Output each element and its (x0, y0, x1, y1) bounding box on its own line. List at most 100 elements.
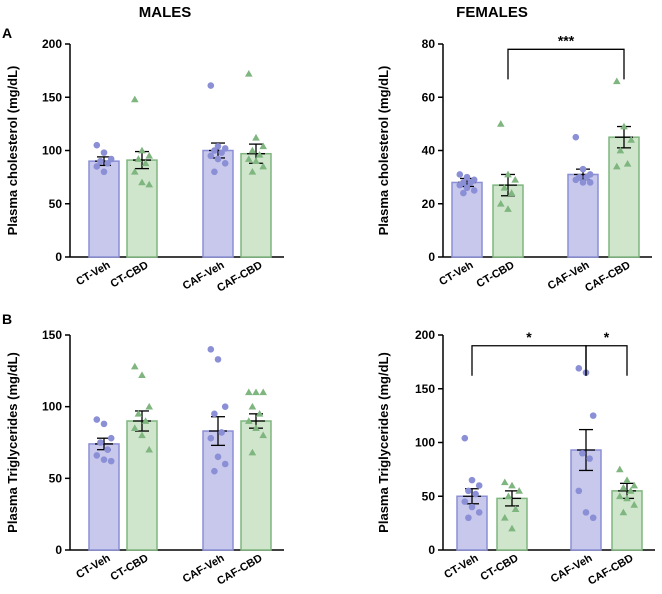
chart-females-cholesterol: 0 20 40 60 80 Plasma cholesterol (mg/dL) CT-Ve… (376, 32, 652, 295)
data-point-CT-CBD (511, 175, 519, 183)
data-point-CT-CBD (504, 492, 513, 500)
bar-CT-CBD (496, 497, 528, 551)
data-point-CT-Veh (472, 490, 479, 498)
data-point-CAF-CBD (252, 388, 260, 396)
data-point-CT-CBD (138, 146, 146, 154)
x-category-label: CT-Veh (74, 259, 113, 288)
bar-CT-Veh (88, 160, 120, 258)
data-point-CAF-Veh (207, 152, 215, 160)
data-point-CT-Veh (465, 487, 472, 495)
data-point-CAF-Veh (575, 365, 583, 372)
significance-bracket (507, 48, 625, 80)
data-point-CT-CBD (500, 183, 509, 191)
bar-CT-Veh (456, 495, 488, 551)
males-heading: MALES (139, 4, 192, 21)
x-category-label: CT-Veh (74, 552, 113, 581)
y-tick-label: 80 (422, 37, 436, 51)
data-point-CT-Veh (104, 446, 111, 453)
data-point-CT-CBD (138, 431, 146, 439)
bar-CAF-CBD (240, 152, 272, 258)
data-point-CAF-CBD (619, 483, 628, 491)
data-point-CT-Veh (475, 482, 483, 489)
data-point-CT-CBD (141, 159, 150, 167)
data-point-CAF-Veh (214, 356, 222, 363)
data-point-CT-Veh (468, 503, 476, 511)
x-category-label: CT-Veh (442, 552, 481, 581)
data-point-CAF-Veh (207, 346, 215, 353)
x-category-label: CT-CBD (475, 259, 517, 290)
data-point-CAF-CBD (623, 476, 631, 483)
bar-CT-CBD (126, 420, 158, 551)
data-point-CT-CBD (131, 95, 139, 103)
data-point-CAF-CBD (259, 388, 267, 396)
data-point-CT-Veh (456, 181, 464, 189)
data-point-CT-Veh (93, 416, 101, 423)
data-point-CT-CBD (508, 481, 516, 489)
data-point-CT-CBD (504, 205, 512, 212)
data-point-CT-Veh (100, 456, 108, 464)
data-point-CT-CBD (134, 155, 143, 162)
y-tick-label: 20 (422, 197, 436, 211)
y-tick-label: 100 (42, 144, 62, 158)
data-point-CAF-CBD (626, 487, 635, 494)
data-point-CAF-CBD (255, 410, 264, 417)
data-point-CT-CBD (145, 152, 153, 159)
data-point-CT-Veh (100, 149, 108, 156)
y-tick-label: 40 (422, 144, 436, 158)
data-point-CT-CBD (507, 189, 516, 196)
data-point-CAF-CBD (248, 146, 257, 154)
y-tick-label: 200 (42, 37, 62, 51)
data-point-CT-CBD (145, 445, 153, 453)
data-point-CT-CBD (511, 505, 520, 512)
y-tick-label: 50 (49, 197, 63, 211)
bar-CAF-CBD (240, 420, 272, 551)
data-point-CAF-Veh (572, 176, 580, 184)
data-point-CAF-CBD (252, 157, 260, 164)
y-axis-label: Plasma cholesterol (mg/dL) (376, 66, 391, 236)
data-point-CT-CBD (501, 513, 509, 521)
significance-label: *** (558, 32, 575, 48)
y-tick-label: 0 (55, 250, 62, 264)
data-point-CT-Veh (461, 434, 469, 442)
data-point-CAF-Veh (586, 455, 593, 462)
y-tick-label: 0 (428, 543, 435, 557)
bar-CT-Veh (451, 181, 483, 258)
data-point-CT-CBD (508, 524, 516, 532)
data-point-CT-Veh (470, 187, 478, 194)
data-point-CAF-CBD (259, 142, 267, 150)
y-tick-label: 0 (55, 543, 62, 557)
bar-CT-CBD (492, 184, 524, 258)
data-point-CT-Veh (465, 514, 472, 522)
data-point-CAF-CBD (623, 160, 632, 167)
panel-letter-b: B (2, 311, 12, 327)
y-tick-label: 50 (49, 471, 63, 485)
data-point-CAF-CBD (616, 146, 625, 154)
y-tick-label: 150 (42, 328, 62, 342)
data-point-CAF-Veh (579, 449, 586, 457)
x-category-label: CT-CBD (479, 552, 521, 583)
data-point-CT-Veh (460, 189, 467, 197)
data-point-CAF-CBD (630, 481, 638, 489)
data-point-CT-CBD (515, 487, 523, 494)
data-point-CT-Veh (93, 163, 101, 170)
data-point-CAF-CBD (252, 133, 260, 141)
data-point-CAF-Veh (221, 159, 229, 167)
data-point-CAF-CBD (259, 162, 267, 170)
chart-males-cholesterol: 0 50 100 150 200 Plasma cholesterol (mg/dL) CT… (5, 37, 284, 295)
y-axis-label: Plasma Triglycerides (mg/dL) (5, 352, 20, 533)
data-point-CAF-CBD (616, 492, 624, 500)
significance-bracket (471, 345, 587, 376)
data-point-CAF-CBD (627, 136, 635, 143)
x-category-label: CAF-CBD (583, 259, 632, 294)
data-point-CT-Veh (475, 509, 483, 516)
data-point-CAF-Veh (221, 403, 229, 410)
chart-females-triglycerides: 0 50 100 150 200 Plasma Triglycerides (mg/dL)… (376, 328, 655, 588)
significance-label: * (526, 329, 532, 345)
panel-letter-a: A (2, 25, 12, 41)
data-point-CAF-Veh (589, 514, 597, 522)
data-point-CAF-CBD (245, 388, 253, 396)
data-point-CT-Veh (100, 168, 108, 176)
data-point-CT-Veh (100, 420, 108, 428)
chart-males-triglycerides: 0 50 100 150 Plasma Triglycerides (mg/dL) CT-… (5, 328, 284, 588)
